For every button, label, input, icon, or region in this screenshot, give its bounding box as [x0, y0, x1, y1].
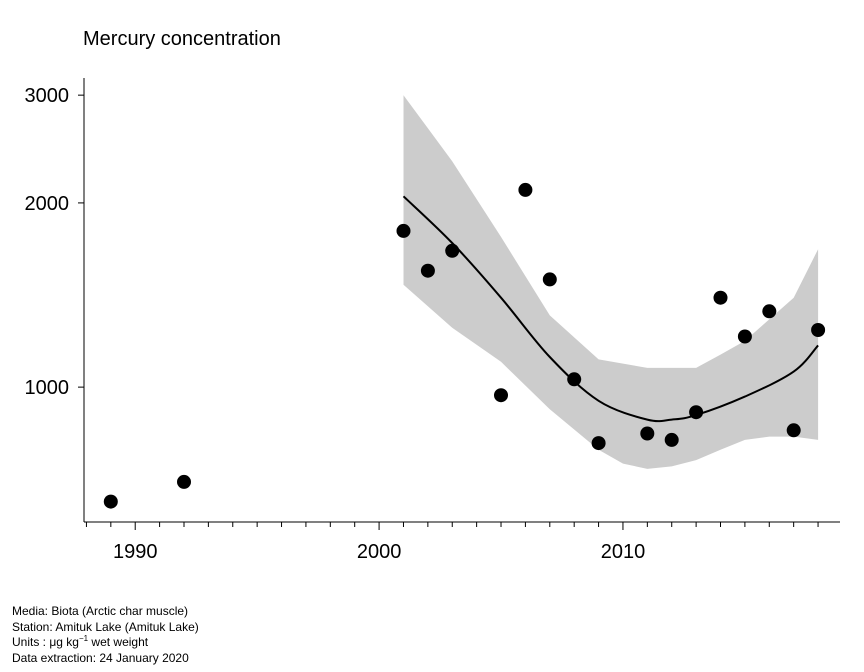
confidence-band — [403, 95, 819, 469]
x-tick-label-1990: 1990 — [113, 541, 158, 563]
data-point-2007 — [542, 272, 557, 287]
data-point-2008 — [567, 372, 582, 387]
data-point-2017 — [786, 423, 801, 438]
data-point-2002 — [420, 263, 435, 278]
data-point-2011 — [640, 426, 655, 441]
footer-extraction: Data extraction: 24 January 2020 — [12, 650, 189, 665]
data-point-1992 — [177, 474, 191, 489]
data-point-1989 — [103, 494, 118, 509]
y-tick-label-3000: 3000 — [25, 85, 70, 107]
data-point-2015 — [737, 329, 752, 344]
data-point-2003 — [445, 243, 460, 258]
data-point-2001 — [396, 223, 411, 238]
data-point-2005 — [494, 388, 508, 403]
y-tick-label-1000: 1000 — [25, 377, 70, 399]
chart: Mercury concentration 1000 2000 3000 1990 20… — [25, 28, 840, 563]
data-point-2009 — [591, 436, 606, 451]
data-point-2018 — [811, 323, 826, 337]
footer-units: Units : μg kg−1 wet weight — [12, 634, 149, 650]
y-tick-label-2000: 2000 — [25, 193, 70, 215]
axes: 1000 2000 3000 1990 2000 2010 — [25, 78, 840, 563]
data-point-2016 — [762, 304, 777, 319]
trend-line-layer — [402, 195, 819, 423]
chart-title: Mercury concentration — [83, 28, 281, 50]
data-points-layer — [103, 182, 826, 509]
data-point-2012 — [664, 432, 679, 447]
x-tick-label-2010: 2010 — [601, 541, 646, 563]
confidence-band-layer — [403, 95, 819, 469]
footer-media: Media: Biota (Arctic char muscle) — [12, 604, 189, 618]
footer-station: Station: Amituk Lake (Amituk Lake) — [12, 619, 199, 634]
footer-notes: Media: Biota (Arctic char muscle) Statio… — [12, 604, 199, 666]
trend-line — [402, 195, 819, 423]
data-point-2014 — [713, 290, 728, 305]
data-point-2006 — [518, 182, 533, 197]
data-point-2013 — [689, 405, 704, 420]
x-tick-label-2000: 2000 — [357, 541, 402, 563]
